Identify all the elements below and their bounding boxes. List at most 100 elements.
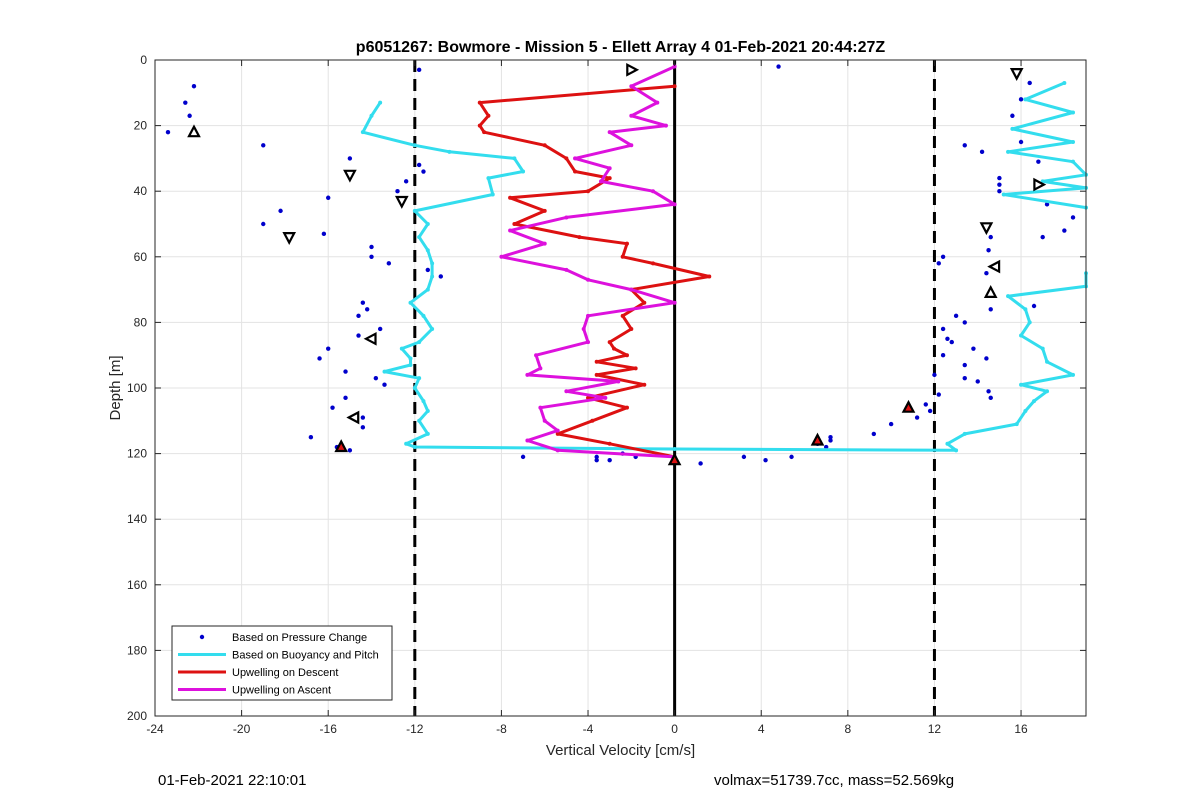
series-vertex xyxy=(672,447,677,452)
pressure-point xyxy=(1036,159,1041,164)
series-vertex xyxy=(607,130,612,135)
series-vertex xyxy=(612,346,617,351)
pressure-point xyxy=(347,448,353,453)
pressure-point xyxy=(776,64,781,69)
series-vertex xyxy=(624,241,629,246)
series-vertex xyxy=(512,156,517,161)
pressure-point xyxy=(984,356,989,361)
triangle-marker xyxy=(979,222,994,236)
series-vertex xyxy=(586,277,591,282)
triangle-marker xyxy=(343,169,357,183)
y-tick-label: 80 xyxy=(134,315,148,329)
series-vertex xyxy=(360,130,365,135)
y-tick-label: 20 xyxy=(134,119,148,133)
series-vertex xyxy=(512,222,517,226)
series-vertex xyxy=(538,366,543,371)
series-vertex xyxy=(594,359,599,364)
pressure-point xyxy=(945,336,950,341)
y-tick-label: 140 xyxy=(127,512,147,526)
series-vertex xyxy=(564,215,569,220)
x-tick-label: -16 xyxy=(320,722,338,736)
pressure-point xyxy=(416,162,422,168)
pressure-point xyxy=(1044,202,1050,207)
x-tick-label: -4 xyxy=(583,722,594,736)
series-vertex xyxy=(378,100,383,105)
pressure-point xyxy=(986,389,991,394)
pressure-point xyxy=(932,372,937,378)
pressure-point xyxy=(986,248,991,253)
pressure-point xyxy=(962,143,967,148)
series-vertex xyxy=(586,313,591,318)
series-vertex xyxy=(417,376,422,381)
pressure-point xyxy=(261,221,266,227)
pressure-point xyxy=(988,307,993,312)
y-tick-label: 200 xyxy=(127,709,147,723)
triangle-marker xyxy=(810,432,825,446)
series-vertex xyxy=(542,208,547,213)
pressure-point xyxy=(953,313,959,319)
series-vertex xyxy=(382,369,387,374)
series-vertex xyxy=(542,418,547,423)
series-vertex xyxy=(555,428,560,433)
pressure-point xyxy=(360,300,366,305)
series-vertex xyxy=(1014,422,1019,427)
pressure-point xyxy=(520,454,526,460)
pressure-point xyxy=(1010,113,1015,118)
series-vertex xyxy=(412,143,417,148)
pressure-point xyxy=(923,402,928,407)
series-vertex xyxy=(430,326,435,331)
series-vertex xyxy=(603,395,608,400)
series-vertex xyxy=(629,84,634,89)
series-vertex xyxy=(482,130,487,135)
triangle-marker xyxy=(1009,67,1024,81)
pressure-point xyxy=(326,195,331,200)
pressure-point xyxy=(330,405,335,410)
pressure-point xyxy=(936,392,941,397)
series-vertex xyxy=(425,287,430,292)
pressure-point xyxy=(1062,228,1067,233)
pressure-point xyxy=(607,457,612,463)
pressure-point xyxy=(823,444,829,450)
pressure-point xyxy=(828,438,833,443)
pressure-point xyxy=(165,129,171,135)
legend-label: Upwelling on Ascent xyxy=(232,685,331,697)
series-vertex xyxy=(408,300,413,305)
footer-volmax-mass: volmax=51739.7cc, mass=52.569kg xyxy=(714,772,955,789)
pressure-point xyxy=(369,244,374,250)
series-vertex xyxy=(1010,126,1015,131)
y-tick-label: 180 xyxy=(127,643,147,657)
series-vertex xyxy=(534,353,539,358)
series-vertex xyxy=(542,143,547,148)
triangle-marker xyxy=(1033,177,1047,192)
series-vertex xyxy=(490,192,495,197)
series-vertex xyxy=(564,389,569,394)
pressure-point xyxy=(369,254,374,259)
pressure-point xyxy=(360,425,366,430)
series-vertex xyxy=(425,408,430,413)
pressure-point xyxy=(386,261,392,266)
pressure-point xyxy=(927,408,933,414)
series-vertex xyxy=(555,448,560,453)
pressure-point xyxy=(382,382,387,387)
series-vertex xyxy=(642,382,647,387)
y-axis-label: Depth [m] xyxy=(107,355,124,420)
series-vertex xyxy=(542,241,547,246)
series-vertex xyxy=(521,169,526,174)
series-vertex xyxy=(1071,110,1076,115)
pressure-point xyxy=(1027,80,1032,86)
series-line xyxy=(1002,81,1088,210)
series-vertex xyxy=(650,261,655,266)
legend-box xyxy=(171,625,393,701)
series-vertex xyxy=(555,431,560,436)
triangle-marker xyxy=(901,399,916,413)
series-vertex xyxy=(486,113,491,118)
pressure-point xyxy=(763,457,768,463)
pressure-point xyxy=(438,274,443,279)
data-series xyxy=(165,64,1088,466)
pressure-point xyxy=(183,100,188,105)
series-vertex xyxy=(1019,333,1024,338)
pressure-point xyxy=(888,421,894,427)
series-vertex xyxy=(1023,97,1028,102)
pressure-point xyxy=(940,353,946,358)
